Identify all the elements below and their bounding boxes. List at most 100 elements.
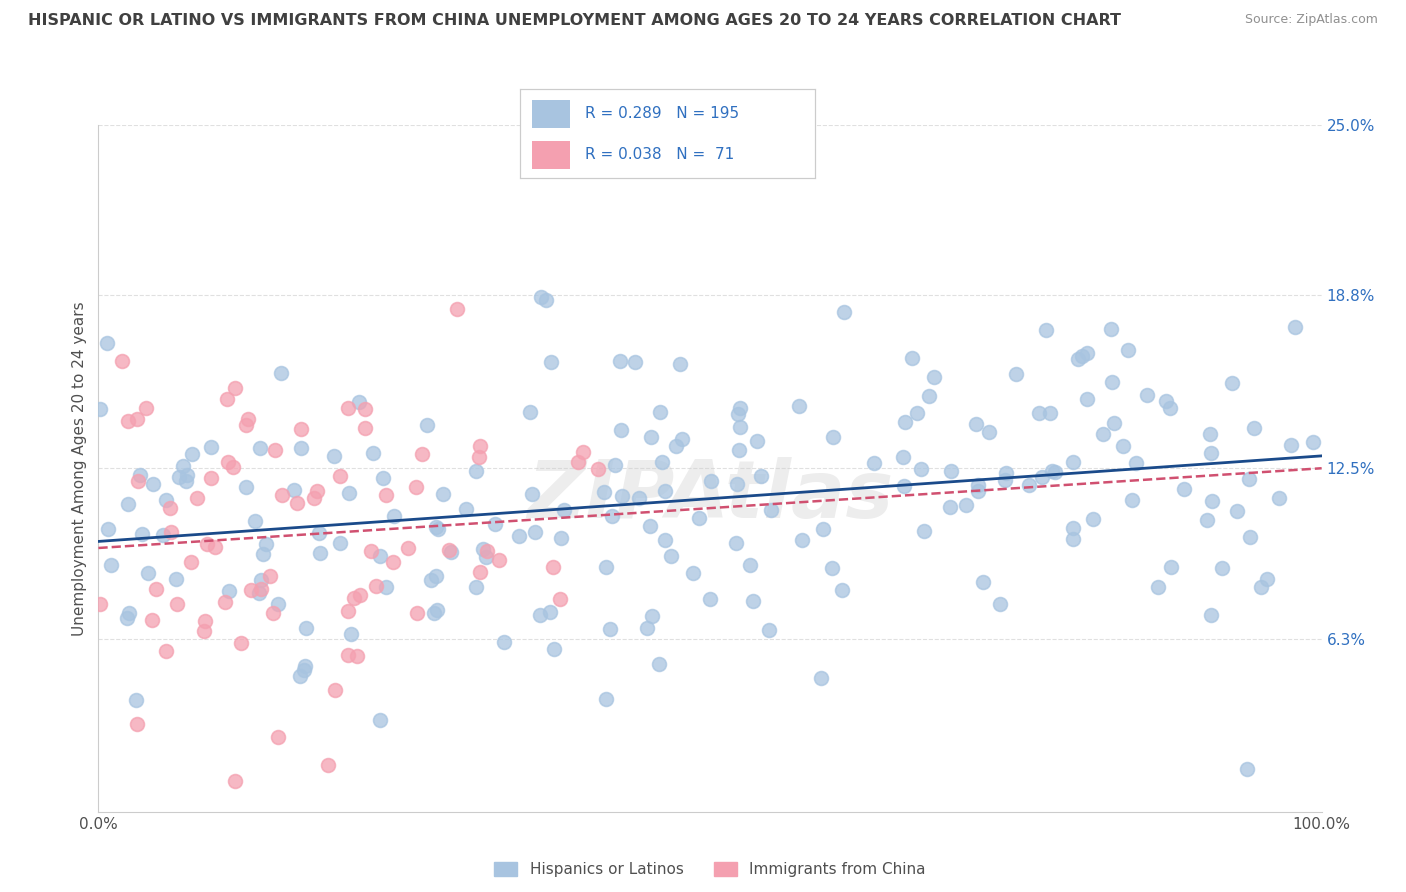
Point <box>1173 482 1195 496</box>
Point <box>787 399 810 413</box>
Point <box>127 474 149 488</box>
Text: R = 0.038   N =  71: R = 0.038 N = 71 <box>585 147 734 161</box>
Point <box>254 537 277 551</box>
Point <box>891 450 914 465</box>
Point <box>426 523 449 537</box>
Point <box>741 594 763 608</box>
Point <box>288 669 311 683</box>
Point <box>236 412 259 426</box>
Point <box>285 496 308 510</box>
Point <box>337 401 360 415</box>
Point <box>659 549 682 563</box>
Point <box>572 444 595 458</box>
Point <box>965 417 987 431</box>
Point <box>96 335 118 350</box>
Point <box>419 573 441 587</box>
Point <box>267 731 290 745</box>
Point <box>159 524 181 539</box>
Point <box>492 634 515 648</box>
Point <box>994 466 1017 480</box>
Point <box>364 579 387 593</box>
Point <box>349 588 371 602</box>
Point <box>416 417 439 432</box>
Point <box>468 450 491 464</box>
Point <box>117 414 139 428</box>
Point <box>910 462 932 476</box>
Point <box>863 456 886 470</box>
Point <box>759 503 782 517</box>
Point <box>217 454 239 468</box>
Text: Source: ZipAtlas.com: Source: ZipAtlas.com <box>1244 13 1378 27</box>
Point <box>586 462 609 476</box>
Point <box>214 595 236 609</box>
Point <box>1154 393 1177 408</box>
Point <box>360 544 382 558</box>
Point <box>813 523 835 537</box>
Point <box>215 392 238 406</box>
Point <box>1099 322 1122 336</box>
Point <box>224 774 246 789</box>
Point <box>484 516 506 531</box>
Point <box>529 607 551 622</box>
Point <box>671 432 693 446</box>
Point <box>343 591 366 606</box>
Point <box>1104 416 1126 430</box>
Point <box>180 555 202 569</box>
Point <box>1112 439 1135 453</box>
Point <box>180 446 202 460</box>
Point <box>543 560 565 574</box>
Point <box>155 644 177 658</box>
Point <box>411 446 433 460</box>
Point <box>1199 607 1222 622</box>
Point <box>1062 532 1084 546</box>
Point <box>738 558 761 572</box>
Point <box>1091 427 1114 442</box>
Point <box>749 468 772 483</box>
Point <box>446 302 468 317</box>
Point <box>166 597 188 611</box>
Point <box>548 591 571 606</box>
Point <box>939 464 962 478</box>
Point <box>305 484 328 499</box>
Point <box>1005 367 1028 381</box>
Point <box>592 485 614 500</box>
Point <box>730 401 752 415</box>
Point <box>699 592 721 607</box>
Point <box>235 417 257 432</box>
Point <box>488 553 510 567</box>
Point <box>406 607 429 621</box>
Point <box>727 407 749 421</box>
Point <box>627 491 650 506</box>
Point <box>1160 560 1182 574</box>
Point <box>636 622 658 636</box>
Point <box>437 543 460 558</box>
Point <box>454 502 477 516</box>
Point <box>1039 406 1062 420</box>
Point <box>382 509 405 524</box>
Point <box>1159 401 1181 415</box>
Point <box>292 663 315 677</box>
Point <box>361 445 384 459</box>
Point <box>381 555 404 569</box>
Point <box>425 569 447 583</box>
Point <box>550 531 572 545</box>
Point <box>1116 343 1139 357</box>
Point <box>1220 376 1243 390</box>
Point <box>893 479 915 493</box>
Point <box>471 541 494 556</box>
Point <box>595 560 617 574</box>
Point <box>302 491 325 505</box>
Point <box>821 429 844 443</box>
Point <box>648 405 671 419</box>
Point <box>1028 406 1050 420</box>
Point <box>1236 762 1258 776</box>
Point <box>249 441 271 455</box>
Point <box>1081 511 1104 525</box>
Point <box>111 354 134 368</box>
Point <box>264 442 287 457</box>
Point <box>159 500 181 515</box>
Point <box>1237 472 1260 486</box>
Point <box>1035 323 1057 337</box>
Point <box>440 545 463 559</box>
Point <box>810 672 832 686</box>
